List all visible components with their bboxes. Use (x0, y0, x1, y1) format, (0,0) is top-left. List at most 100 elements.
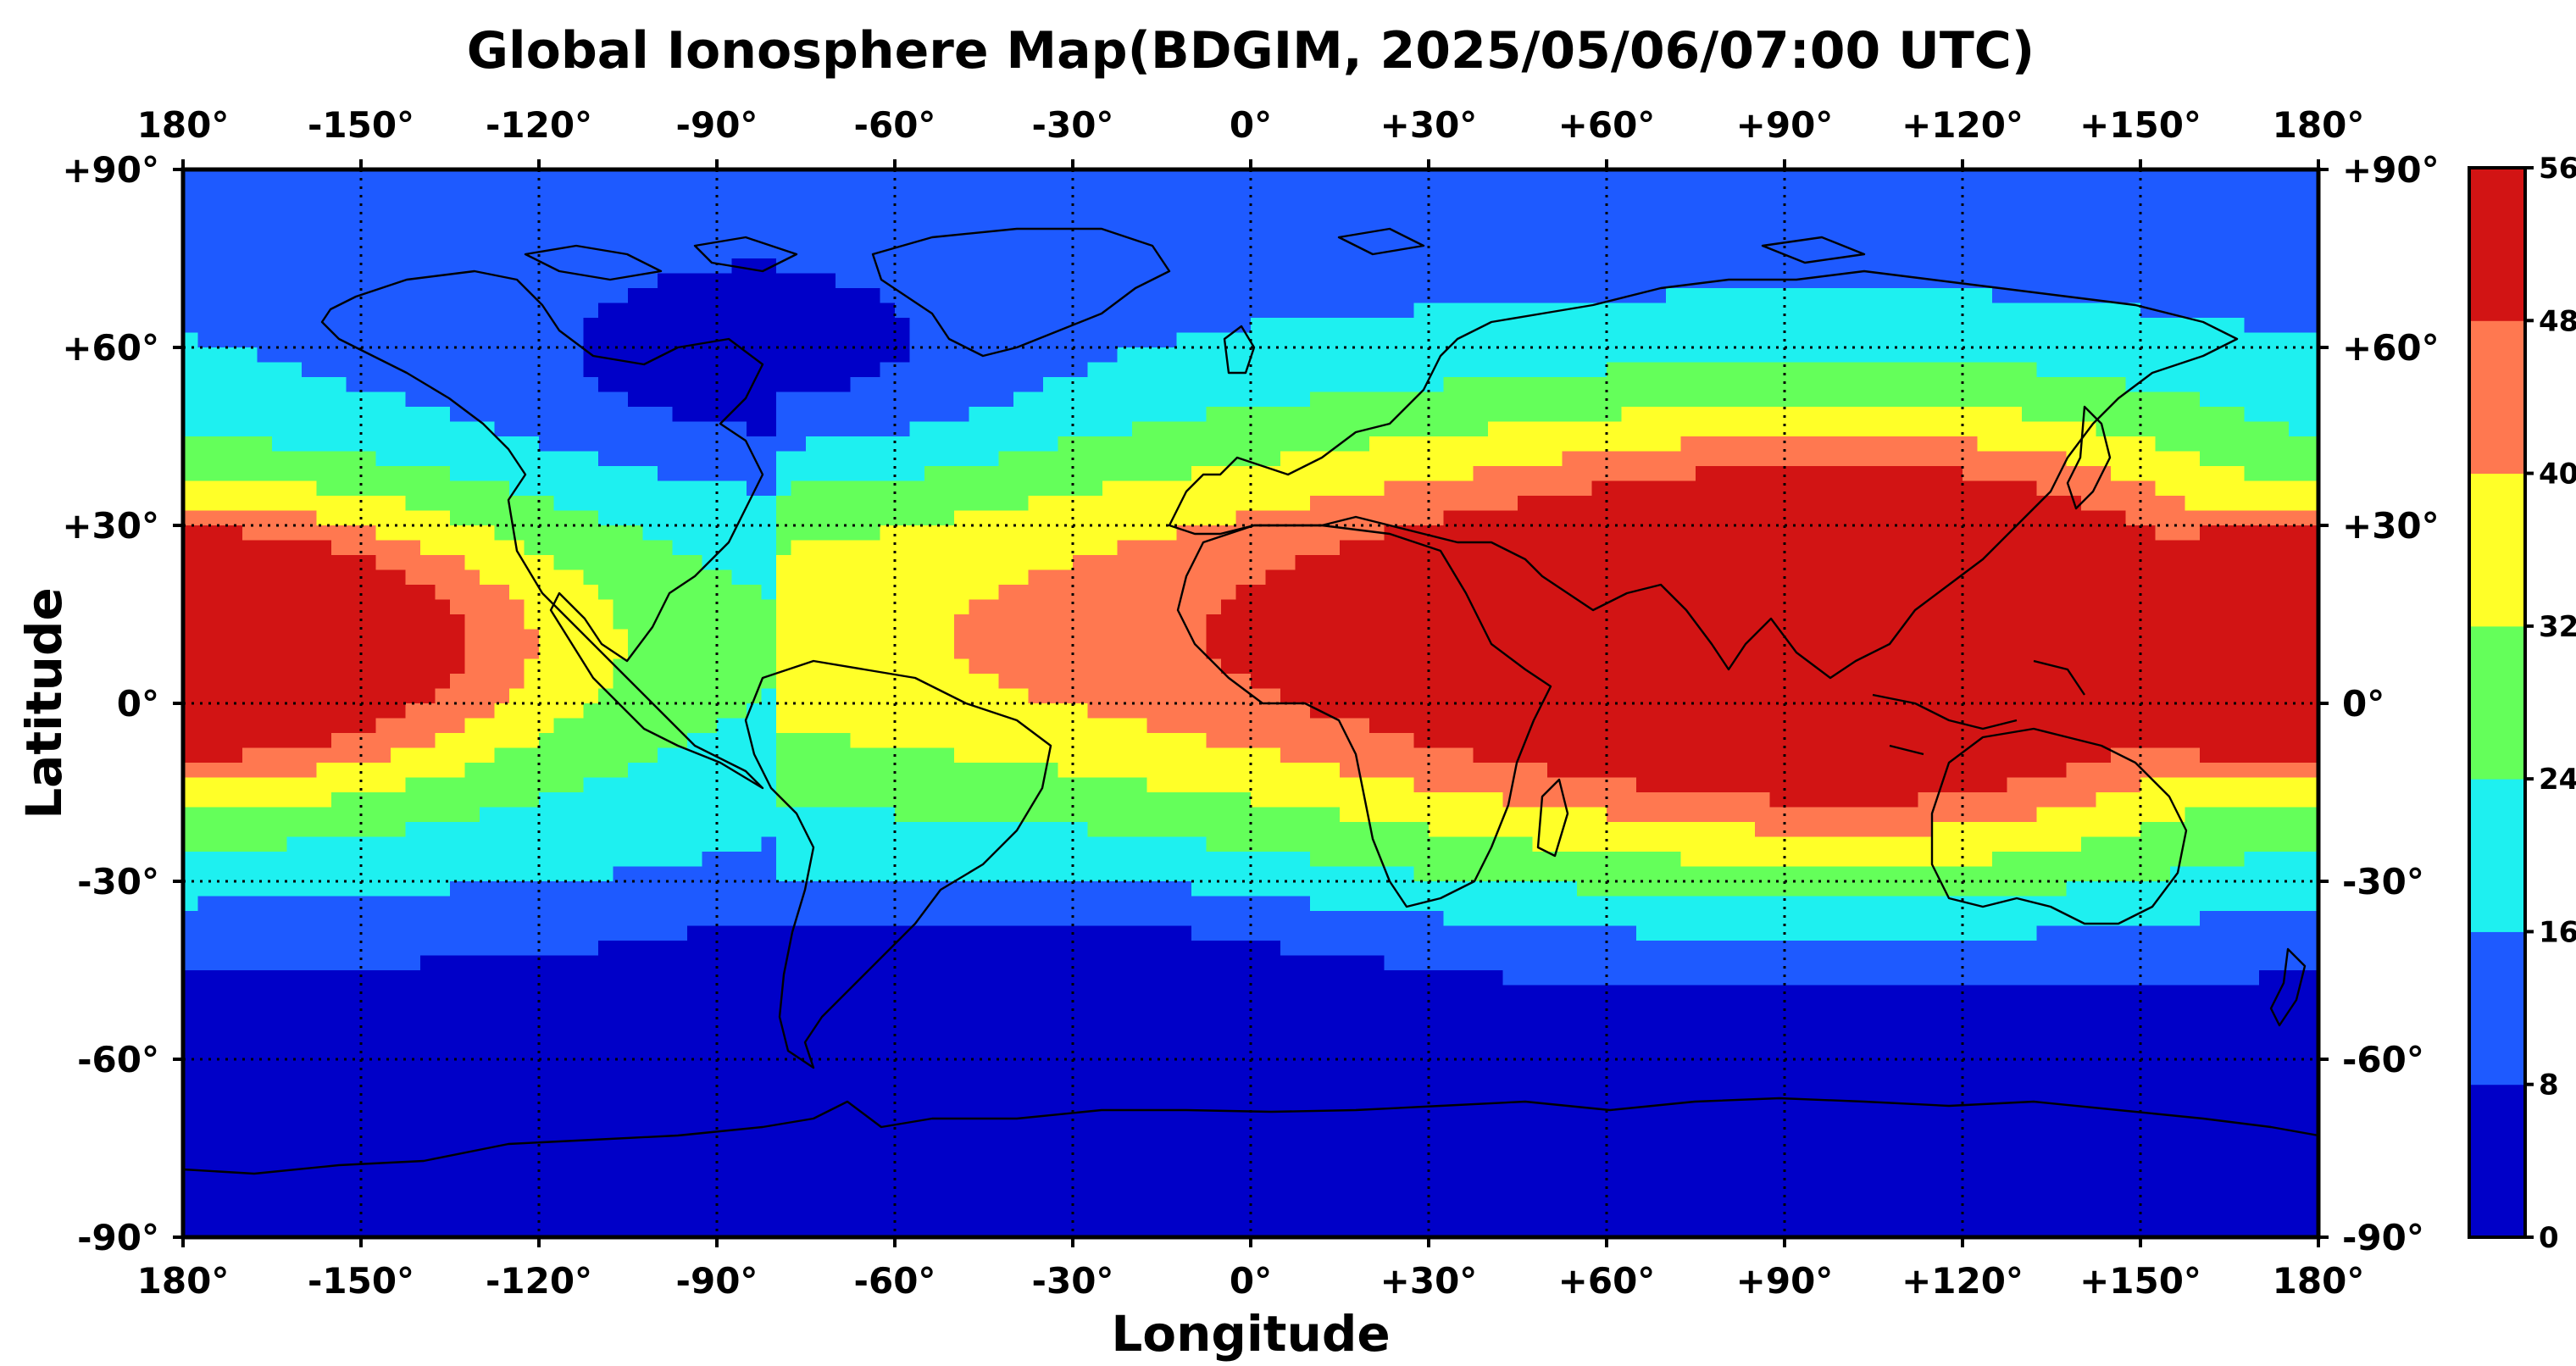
tec-cell (183, 866, 614, 882)
latitude-tick-label: +90° (2342, 149, 2440, 191)
tec-cell (1146, 718, 1370, 734)
tec-cell (183, 658, 466, 675)
tec-cell (1280, 941, 2318, 957)
tec-cell (776, 777, 1148, 793)
tec-cell (776, 510, 955, 526)
tec-cell (197, 332, 585, 348)
tec-cell (731, 569, 777, 586)
tec-cell (1429, 822, 1756, 838)
tec-cell (2007, 777, 2141, 793)
tec-cell (2066, 881, 2318, 897)
tec-cell (420, 955, 1385, 971)
tec-cell (909, 347, 1119, 364)
tec-cell (183, 1208, 2318, 1224)
tec-cell (2200, 391, 2318, 408)
longitude-tick-label: 180° (2273, 104, 2365, 146)
tec-cell (747, 703, 777, 719)
tec-cell (2289, 421, 2318, 437)
tec-cell (1176, 332, 2318, 348)
tec-cell (405, 391, 629, 408)
tec-cell (1191, 466, 1474, 482)
tec-cell (539, 629, 629, 645)
tec-cell (494, 747, 658, 764)
tec-cell (1518, 496, 2082, 512)
tec-cell (598, 510, 777, 526)
tec-cell (909, 421, 1133, 437)
tec-cell (450, 407, 674, 423)
tec-cell (1132, 421, 1489, 437)
tec-cell (2081, 836, 2318, 852)
longitude-tick-label: +150° (2079, 1260, 2201, 1302)
tec-cell (776, 703, 1089, 719)
tec-cell (1769, 792, 1919, 808)
tec-cell (524, 614, 614, 630)
tec-cell (183, 347, 258, 364)
tec-cell (1340, 540, 2318, 556)
tec-cell (583, 332, 911, 348)
tec-cell (464, 644, 540, 660)
tec-cell (1443, 911, 2201, 927)
tec-cell (2200, 451, 2318, 467)
colorbar-tick-label: 24 (2539, 763, 2576, 797)
tec-cell (2066, 451, 2201, 467)
tec-cell (405, 777, 585, 793)
tec-cell (391, 747, 496, 764)
tec-cell (628, 644, 777, 660)
tec-cell (183, 1119, 2318, 1135)
tec-cell (1666, 288, 1993, 304)
coast-arctic-islands (524, 227, 1866, 281)
longitude-tick-label: +90° (1736, 104, 1834, 146)
tec-cell (583, 362, 881, 378)
tec-cell (1280, 747, 1474, 764)
tec-cell (1235, 510, 1445, 526)
tec-cell (480, 807, 896, 823)
tec-cell (1028, 496, 1311, 512)
tec-cell (183, 585, 436, 601)
tec-cell (464, 658, 525, 675)
tec-cell (1087, 703, 1311, 719)
tec-cell (1028, 569, 1267, 586)
tec-cell (1413, 733, 2318, 749)
tec-cell (1251, 318, 2246, 334)
latitude-tick-label: 0° (117, 683, 159, 725)
tec-cell (405, 822, 1089, 838)
tec-cell (1369, 436, 1682, 453)
latitude-tick-label: -60° (2342, 1039, 2424, 1080)
tec-cell (954, 614, 1208, 630)
tec-cell (1443, 377, 2127, 393)
tec-cell (494, 421, 747, 437)
tec-cell (1591, 480, 2038, 497)
tec-cell (183, 703, 407, 719)
tec-cell (183, 540, 332, 556)
tec-cell (909, 332, 1178, 348)
tec-cell (183, 1178, 2318, 1194)
tec-cell (1013, 391, 1311, 408)
tec-cell (2140, 822, 2318, 838)
coast-british-isles (1223, 325, 1256, 375)
tec-cell (880, 362, 1089, 378)
tec-cell (464, 763, 629, 779)
tec-cell (183, 911, 1445, 927)
tec-cell (1310, 852, 1682, 868)
latitude-tick-label: +90° (62, 149, 159, 191)
coast-australia (1930, 727, 2188, 925)
coast-new-zealand (2269, 947, 2307, 1027)
tec-cell (776, 466, 925, 482)
coastlines (183, 227, 2318, 1175)
latitude-tick-label: +60° (2342, 327, 2440, 369)
tec-cell (1087, 362, 1607, 378)
tec-cell (183, 407, 451, 423)
tec-cell (183, 955, 421, 971)
tec-cell (791, 540, 1119, 556)
latitude-tick-label: -90° (77, 1217, 159, 1258)
tec-cell (183, 852, 703, 868)
longitude-tick-label: 180° (137, 104, 230, 146)
longitude-tick-label: -60° (854, 104, 936, 146)
colorbar-tick-label: 56 (2539, 152, 2576, 186)
tec-cell (197, 896, 1311, 912)
coast-madagascar (1536, 778, 1569, 858)
tec-cell (183, 718, 377, 734)
colorbar-segment (2469, 779, 2525, 932)
longitude-tick-label: +150° (2079, 104, 2201, 146)
latitude-tick-label: -90° (2342, 1217, 2424, 1258)
